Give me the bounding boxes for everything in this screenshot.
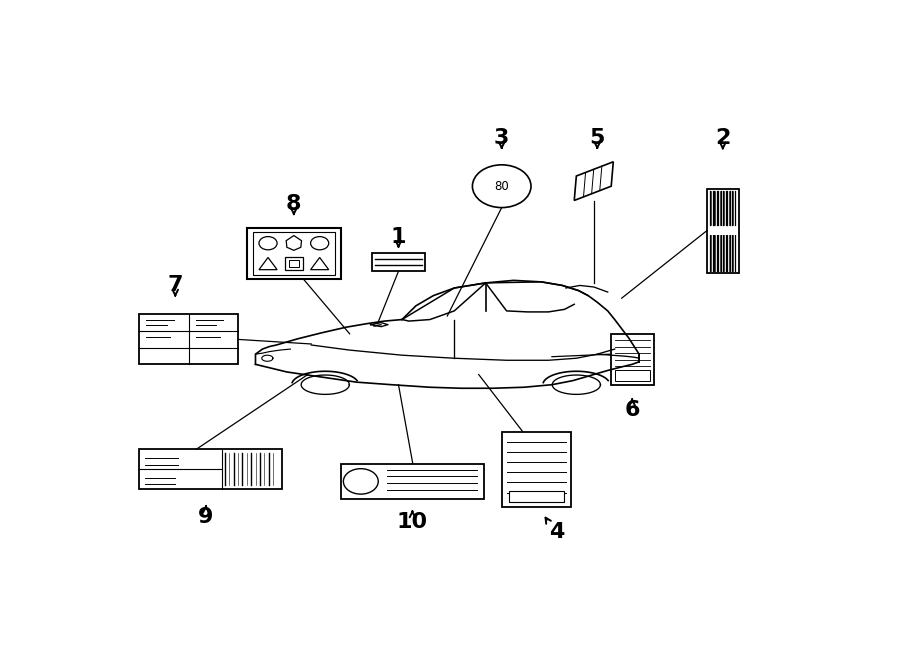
Circle shape xyxy=(472,165,531,208)
Bar xyxy=(139,315,238,364)
Text: 3: 3 xyxy=(494,128,509,148)
Text: 9: 9 xyxy=(198,507,213,527)
Bar xyxy=(508,490,564,502)
Text: 6: 6 xyxy=(625,400,640,420)
Bar xyxy=(253,232,335,275)
Text: 80: 80 xyxy=(494,180,509,193)
Text: 8: 8 xyxy=(286,194,302,214)
Circle shape xyxy=(259,237,277,250)
Text: 1: 1 xyxy=(391,227,406,247)
Bar xyxy=(372,253,425,271)
Bar xyxy=(284,257,303,270)
Polygon shape xyxy=(286,235,302,251)
Bar xyxy=(139,449,282,489)
Text: 2: 2 xyxy=(716,128,731,148)
Text: 10: 10 xyxy=(397,512,428,532)
Text: 5: 5 xyxy=(590,128,605,148)
Polygon shape xyxy=(574,162,613,200)
Bar xyxy=(341,463,484,499)
Bar xyxy=(289,260,299,267)
Polygon shape xyxy=(310,258,328,270)
Bar xyxy=(709,227,737,235)
Polygon shape xyxy=(259,258,277,270)
Bar xyxy=(610,334,653,385)
Text: 7: 7 xyxy=(167,276,183,295)
Circle shape xyxy=(344,469,378,494)
Bar xyxy=(248,228,340,279)
Circle shape xyxy=(310,237,328,250)
Bar xyxy=(706,189,739,273)
Bar xyxy=(615,370,650,381)
Text: 4: 4 xyxy=(549,522,564,542)
Bar xyxy=(501,432,572,507)
